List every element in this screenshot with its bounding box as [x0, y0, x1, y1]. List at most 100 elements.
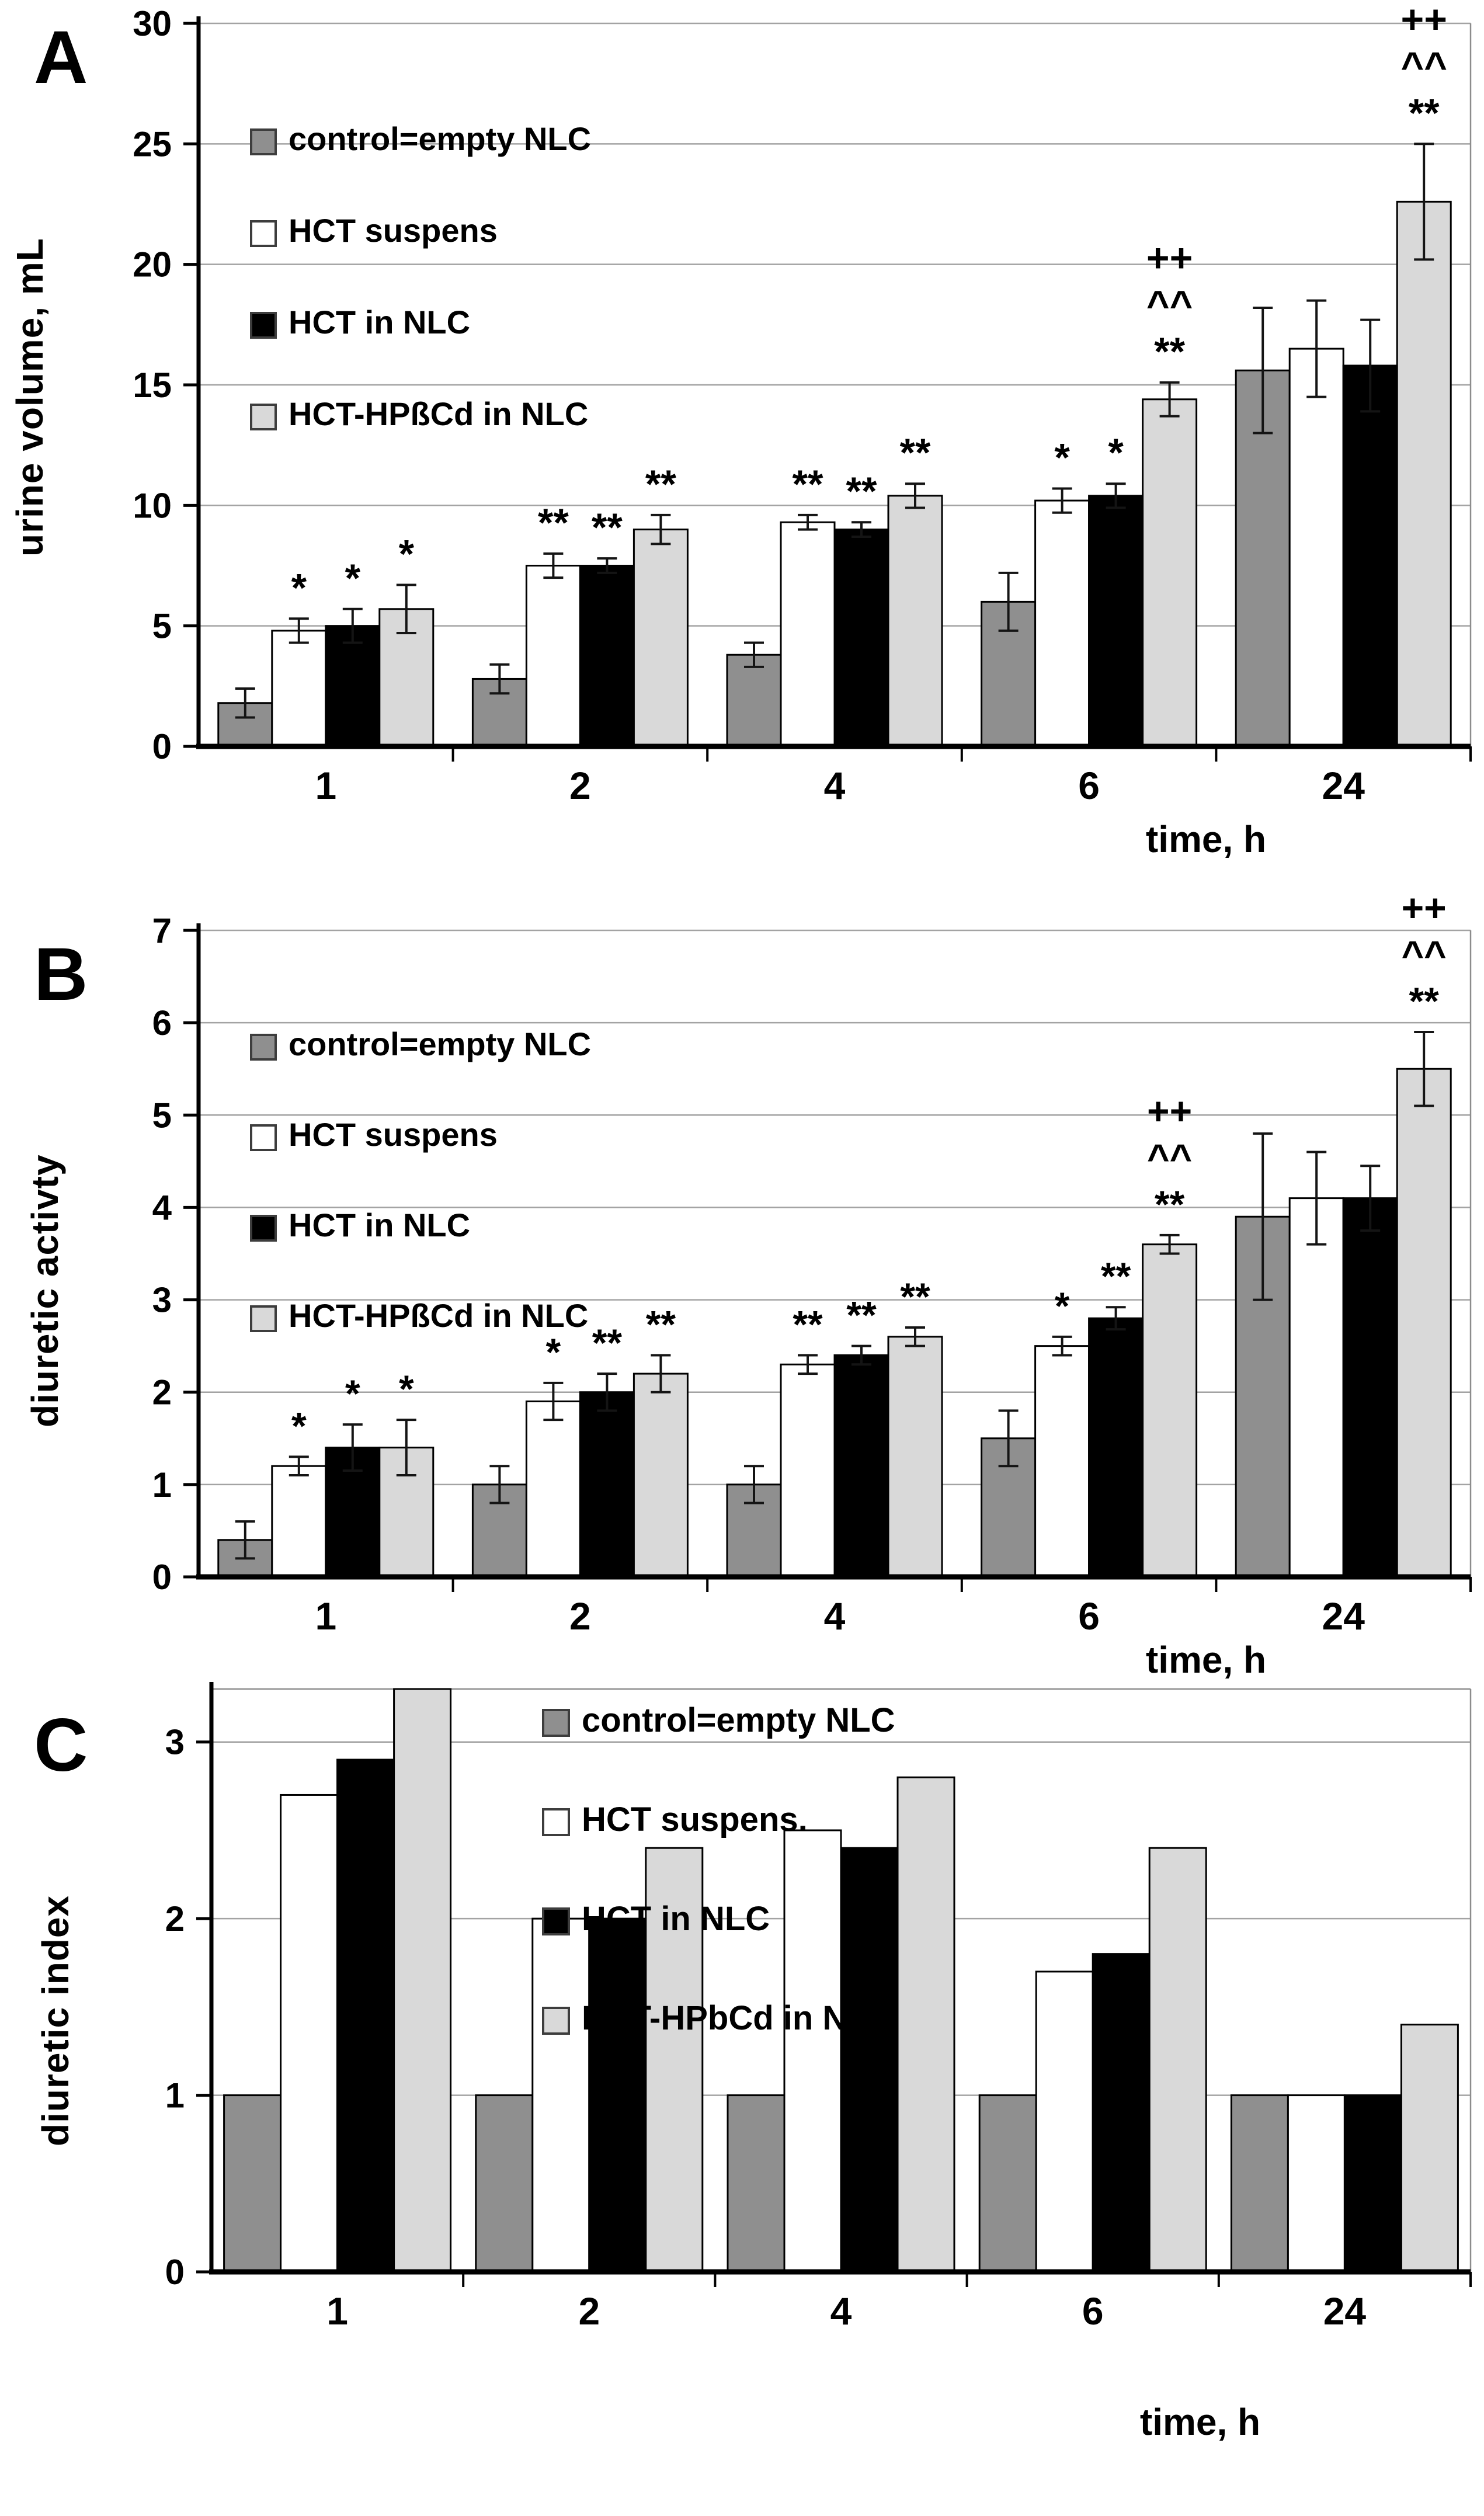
y-tick-label: 1 — [152, 1465, 172, 1504]
legend-label: control=empty NLC — [289, 120, 591, 157]
bar — [1288, 1197, 1344, 1578]
significance-annotation: ++ — [1402, 886, 1447, 929]
bar — [896, 1776, 955, 2273]
significance-annotation: ^^ — [1146, 283, 1193, 327]
significance-annotation: ** — [900, 1275, 930, 1318]
panel-label-c: C — [34, 1704, 88, 1787]
significance-annotation: * — [345, 1372, 360, 1415]
bar — [726, 654, 782, 748]
panel-c: C diuretic index 0 1 2 3 1 2 4 6 24 control=empty… — [0, 1682, 1484, 2516]
bar — [475, 2094, 534, 2273]
legend-swatch — [542, 1907, 570, 1935]
bar — [378, 1447, 435, 1578]
y-tick-label: 5 — [152, 1096, 172, 1135]
legend-swatch — [542, 2007, 570, 2035]
significance-annotation: ^^ — [1400, 44, 1447, 88]
x-tick-label: 24 — [1322, 1594, 1365, 1638]
legend-label: control=empty NLC — [289, 1026, 591, 1062]
significance-annotation: * — [546, 1330, 561, 1374]
bar — [1396, 200, 1452, 748]
bar — [1092, 1953, 1151, 2273]
legend-swatch — [250, 128, 277, 155]
legend-swatch — [250, 1305, 277, 1332]
x-tick-label: 24 — [1322, 764, 1365, 807]
x-tick-label: 6 — [1078, 1594, 1100, 1638]
legend-label: HCT-HPßCd in NLC — [289, 395, 588, 432]
significance-annotation: ++ — [1400, 0, 1447, 41]
panel-a: A urine volume, mL * * * ** ** ** ** ** ** * * ++ ^^… — [0, 0, 1484, 864]
significance-annotation: * — [291, 1404, 307, 1447]
significance-annotation: ** — [846, 1294, 877, 1337]
panel-label-a: A — [34, 16, 88, 99]
bar — [632, 529, 689, 748]
significance-annotation: ** — [793, 1302, 823, 1346]
x-tick-label: 2 — [569, 764, 591, 807]
significance-annotation: ** — [1101, 1254, 1131, 1298]
x-axis-title-a: time, h — [1145, 818, 1267, 860]
y-tick-label: 25 — [133, 124, 172, 164]
x-tick-label: 24 — [1323, 2289, 1367, 2333]
bar — [1342, 1197, 1398, 1578]
y-tick-label: 5 — [152, 607, 172, 646]
significance-annotation: ** — [1409, 979, 1440, 1023]
y-tick-label: 0 — [152, 727, 172, 766]
x-tick-label: 4 — [824, 764, 846, 807]
x-tick-label: 4 — [830, 2289, 852, 2333]
significance-annotation: ** — [645, 462, 676, 506]
legend-label: HCT suspens — [289, 212, 498, 249]
significance-annotation: ^^ — [1147, 1136, 1192, 1179]
legend-swatch — [250, 220, 277, 247]
y-tick-label: 7 — [152, 911, 172, 950]
bar — [833, 1354, 889, 1578]
legend-label: HCT-HPßCd in NLC — [289, 1297, 588, 1334]
bar — [887, 1336, 943, 1578]
significance-annotation: * — [1108, 430, 1124, 475]
bar — [1396, 1068, 1452, 1578]
legend-label: HCT in NLC — [289, 1207, 470, 1243]
bar — [780, 521, 836, 748]
significance-annotation: * — [1054, 435, 1070, 479]
bar — [632, 1372, 689, 1578]
significance-annotation: * — [345, 556, 361, 600]
significance-annotation: ** — [538, 501, 569, 545]
x-axis-title-b: time, h — [1145, 1639, 1267, 1681]
x-tick-label: 2 — [569, 1594, 591, 1638]
x-tick-label: 6 — [1078, 764, 1100, 807]
x-axis-title-c: time, h — [1139, 2401, 1261, 2443]
bar — [727, 2094, 786, 2273]
y-tick-label: 0 — [165, 2253, 185, 2292]
x-tick-label: 1 — [315, 1594, 336, 1638]
bar — [588, 1917, 647, 2273]
bar — [1142, 398, 1198, 748]
bar — [579, 1391, 635, 1578]
significance-annotation: ** — [793, 462, 823, 506]
y-tick-label: 20 — [133, 245, 172, 284]
bar — [887, 495, 943, 748]
x-tick-label: 1 — [315, 764, 336, 807]
legend-label: HCT in NLC — [289, 304, 470, 340]
legend-label: HCT-HPbCd in NLC — [582, 1999, 892, 2037]
significance-annotation: ** — [846, 469, 877, 513]
bar — [271, 1465, 327, 1578]
legend-swatch — [542, 1709, 570, 1737]
y-tick-label: 4 — [152, 1188, 172, 1227]
significance-annotation: ++ — [1146, 236, 1193, 280]
legend-swatch — [542, 1808, 570, 1836]
bar — [336, 1759, 395, 2273]
y-tick-label: 30 — [133, 4, 172, 43]
bar — [223, 2094, 282, 2273]
legend-label: control=empty NLC — [582, 1701, 895, 1739]
significance-annotation: ** — [1409, 91, 1440, 135]
x-tick-label: 4 — [824, 1594, 846, 1638]
y-tick-label: 3 — [152, 1281, 172, 1320]
bar — [1148, 1847, 1207, 2273]
significance-annotation: ** — [900, 430, 931, 475]
panel-label-b: B — [34, 933, 88, 1016]
y-tick-label: 1 — [165, 2076, 185, 2115]
bar — [1343, 2094, 1402, 2273]
y-tick-label: 3 — [165, 1723, 185, 1762]
bar — [325, 625, 381, 748]
bar — [783, 1829, 842, 2273]
